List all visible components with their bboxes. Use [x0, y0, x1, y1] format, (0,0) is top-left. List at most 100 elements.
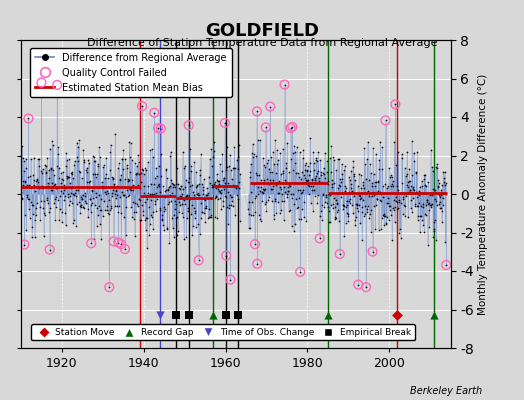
- Point: [322, 193, 330, 200]
- Point: [95, 144, 103, 150]
- Y-axis label: Monthly Temperature Anomaly Difference (°C): Monthly Temperature Anomaly Difference (…: [478, 73, 488, 315]
- Point: [341, 188, 350, 194]
- Point: [353, 183, 362, 189]
- Point: [211, 194, 219, 201]
- Point: [160, 204, 168, 210]
- Point: [420, 172, 429, 178]
- Point: [97, 206, 106, 213]
- Point: [108, 174, 117, 181]
- Point: [397, 234, 405, 241]
- Point: [379, 211, 388, 217]
- Point: [314, 149, 322, 155]
- Point: [314, 178, 323, 184]
- Point: [200, 210, 209, 216]
- Point: [296, 187, 304, 193]
- Point: [288, 194, 296, 201]
- Point: [388, 237, 396, 243]
- Point: [39, 166, 47, 172]
- Point: [382, 220, 390, 226]
- Point: [395, 199, 403, 205]
- Point: [40, 233, 48, 239]
- Point: [432, 164, 440, 170]
- Point: [356, 192, 364, 199]
- Point: [207, 212, 215, 218]
- Point: [53, 82, 61, 88]
- Point: [234, 166, 242, 172]
- Point: [422, 197, 431, 204]
- Point: [383, 214, 391, 220]
- Point: [228, 198, 236, 204]
- Point: [143, 215, 151, 221]
- Point: [132, 208, 140, 215]
- Point: [73, 200, 81, 207]
- Point: [106, 167, 114, 174]
- Point: [316, 157, 324, 163]
- Point: [249, 154, 257, 160]
- Point: [199, 191, 208, 197]
- Point: [138, 202, 147, 208]
- Point: [192, 190, 201, 197]
- Point: [368, 248, 377, 255]
- Point: [209, 183, 217, 190]
- Point: [54, 150, 62, 157]
- Point: [99, 164, 107, 170]
- Point: [433, 165, 442, 172]
- Point: [107, 203, 115, 209]
- Point: [20, 241, 29, 248]
- Point: [377, 191, 385, 197]
- Point: [404, 214, 412, 220]
- Point: [234, 312, 242, 318]
- Point: [412, 194, 421, 200]
- Point: [311, 192, 320, 199]
- Point: [406, 178, 414, 184]
- Point: [364, 202, 373, 209]
- Point: [258, 198, 267, 204]
- Point: [326, 202, 335, 208]
- Point: [35, 163, 43, 169]
- Point: [195, 181, 203, 188]
- Point: [227, 167, 235, 174]
- Point: [210, 138, 218, 145]
- Point: [409, 186, 417, 192]
- Point: [405, 189, 413, 195]
- Point: [90, 158, 98, 164]
- Point: [270, 196, 279, 203]
- Point: [42, 163, 50, 169]
- Point: [423, 198, 432, 205]
- Point: [93, 171, 102, 177]
- Point: [178, 191, 187, 197]
- Point: [139, 208, 147, 214]
- Point: [86, 209, 95, 215]
- Point: [299, 187, 307, 193]
- Point: [300, 214, 308, 220]
- Point: [353, 202, 362, 208]
- Point: [318, 216, 326, 223]
- Point: [351, 222, 359, 229]
- Point: [139, 183, 148, 190]
- Point: [403, 182, 411, 188]
- Point: [325, 192, 334, 198]
- Point: [34, 156, 42, 162]
- Point: [232, 184, 241, 190]
- Point: [206, 214, 214, 220]
- Point: [211, 179, 220, 186]
- Text: GOLDFIELD: GOLDFIELD: [205, 22, 319, 40]
- Point: [414, 213, 422, 219]
- Point: [258, 189, 266, 195]
- Point: [428, 164, 436, 171]
- Point: [339, 202, 347, 208]
- Point: [72, 186, 80, 193]
- Point: [260, 187, 268, 194]
- Point: [85, 178, 94, 184]
- Point: [387, 212, 396, 218]
- Point: [366, 170, 375, 176]
- Point: [122, 204, 130, 210]
- Point: [293, 180, 301, 186]
- Point: [438, 218, 446, 225]
- Point: [181, 176, 190, 183]
- Point: [161, 188, 169, 194]
- Point: [167, 198, 175, 204]
- Point: [330, 156, 338, 163]
- Point: [78, 196, 86, 202]
- Point: [37, 79, 46, 86]
